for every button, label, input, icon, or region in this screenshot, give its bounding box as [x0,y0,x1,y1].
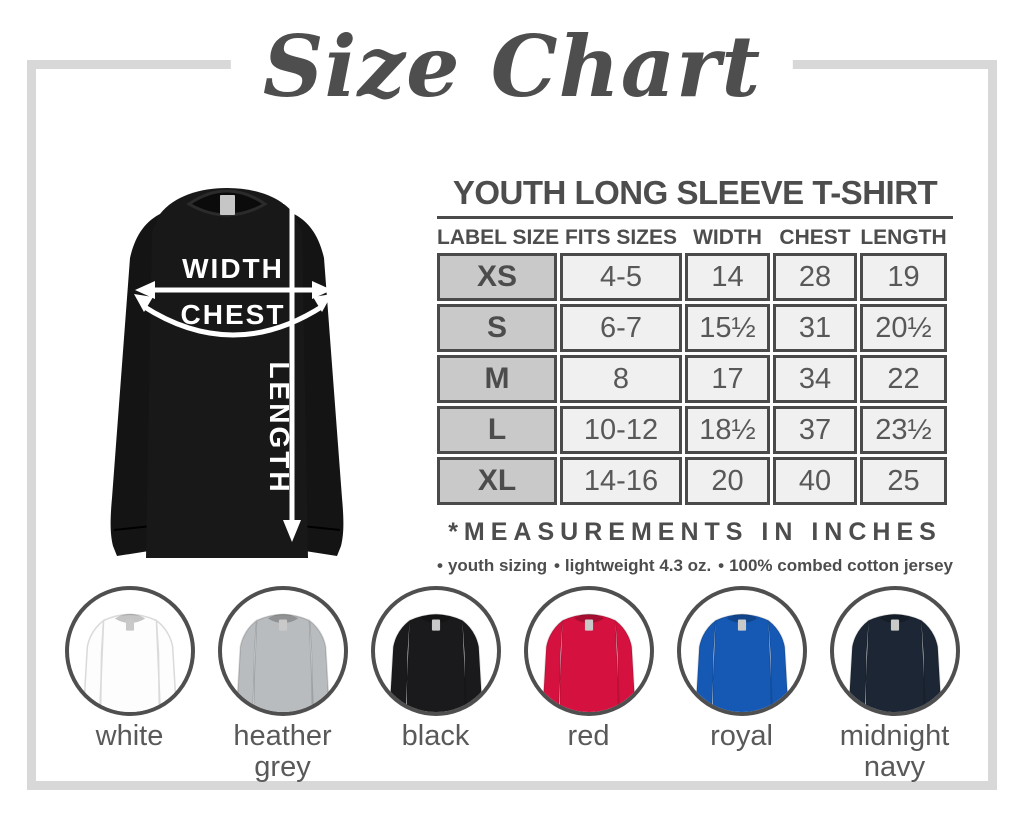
cuff-seams [113,525,341,531]
product-heading: YOUTH LONG SLEEVE T-SHIRT [437,174,953,219]
size-label-cell: M [437,355,557,403]
table-row: S 6-7 15½ 31 20½ [437,304,953,352]
column-header: LENGTH [860,226,947,249]
table-cell: 15½ [685,304,770,352]
title-wrap: Size Chart [230,2,794,132]
swatch-circle [523,586,654,716]
table-cell: 17 [685,355,770,403]
column-header: FITS SIZES [564,226,677,249]
swatch-midnight-navy: midnight navy [829,586,960,784]
measurements-note: *MEASUREMENTS IN INCHES [448,518,942,546]
swatch-heather-grey: heather grey [217,586,348,784]
color-swatch-row: white heather grey black [36,586,988,784]
neck-label [220,195,235,215]
swatch-label: royal [710,720,773,752]
size-label-cell: XL [437,457,557,505]
feature-item: • 100% combed cotton jersey [718,556,953,576]
swatch-white: white [64,586,195,784]
table-row: L 10-12 18½ 37 23½ [437,406,953,454]
chest-label: CHEST [181,299,286,330]
width-arrow-left-head [135,281,155,299]
table-cell: 20 [685,457,770,505]
table-cell: 28 [773,253,857,301]
swatch-circle [676,586,807,716]
feature-item: • youth sizing [437,556,547,576]
table-cell: 20½ [860,304,947,352]
mini-shirt-icon [847,613,942,712]
size-label-cell: L [437,406,557,454]
table-cell: 14 [685,253,770,301]
mini-shirt-icon [235,613,330,712]
chest-arrow-right-head [313,294,332,312]
swatch-circle [217,586,348,716]
bullet-icon: • [718,556,725,575]
length-arrow-top-head [283,182,301,204]
shirt-measurement-diagram: WIDTH CHEST LENGTH [50,158,410,582]
swatch-circle [370,586,501,716]
mini-shirt-icon [694,613,789,712]
swatch-label: midnight navy [839,720,950,784]
chest-arrow-left-head [134,294,153,312]
table-cell: 23½ [860,406,947,454]
width-arrow-right-head [312,281,332,299]
table-cell: 25 [860,457,947,505]
table-cell: 34 [773,355,857,403]
table-cell: 6-7 [560,304,682,352]
column-header: CHEST [779,226,851,249]
bullet-icon: • [437,556,443,575]
swatch-black: black [370,586,501,784]
swatch-label: red [567,720,610,752]
size-label-cell: S [437,304,557,352]
swatch-label: heather grey [233,720,332,784]
length-label: LENGTH [264,361,295,494]
table-row: XS 4-5 14 28 19 [437,253,953,301]
table-column-headers: LABEL SIZE FITS SIZES WIDTH CHEST LENGTH [437,226,953,250]
table-cell: 18½ [685,406,770,454]
shirt-diagram-svg: WIDTH CHEST LENGTH [110,182,344,558]
swatch-royal: royal [676,586,807,784]
bullet-icon: • [553,556,560,575]
width-label: WIDTH [182,253,284,284]
column-header: LABEL SIZE [437,226,560,249]
table-cell: 8 [560,355,682,403]
mini-shirt-icon [82,613,177,712]
size-table-panel: YOUTH LONG SLEEVE T-SHIRT LABEL SIZE FIT… [437,174,953,576]
table-cell: 14-16 [560,457,682,505]
table-cell: 31 [773,304,857,352]
chest-arrow-curve [141,303,325,338]
feature-text: 100% combed cotton jersey [729,556,953,575]
swatch-label: black [401,720,470,752]
table-row: M 8 17 34 22 [437,355,953,403]
feature-item: • lightweight 4.3 oz. [554,556,711,576]
column-header: WIDTH [693,226,762,249]
page-title: Size Chart [262,17,762,116]
swatch-label: white [95,720,164,752]
swatch-red: red [523,586,654,784]
table-cell: 22 [860,355,947,403]
mini-shirt-icon [541,613,636,712]
table-cell: 40 [773,457,857,505]
table-row: XL 14-16 20 40 25 [437,457,953,505]
mini-shirt-icon [388,613,483,712]
swatch-circle [829,586,960,716]
size-label-cell: XS [437,253,557,301]
table-cell: 19 [860,253,947,301]
swatch-circle [64,586,195,716]
table-cell: 10-12 [560,406,682,454]
feature-list: • youth sizing • lightweight 4.3 oz. • 100%… [437,556,953,576]
table-cell: 4-5 [560,253,682,301]
feature-text: lightweight 4.3 oz. [564,556,712,575]
shirt-body [146,188,308,558]
length-arrow-bottom-head [283,520,301,542]
table-cell: 37 [773,406,857,454]
feature-text: youth sizing [447,556,548,575]
